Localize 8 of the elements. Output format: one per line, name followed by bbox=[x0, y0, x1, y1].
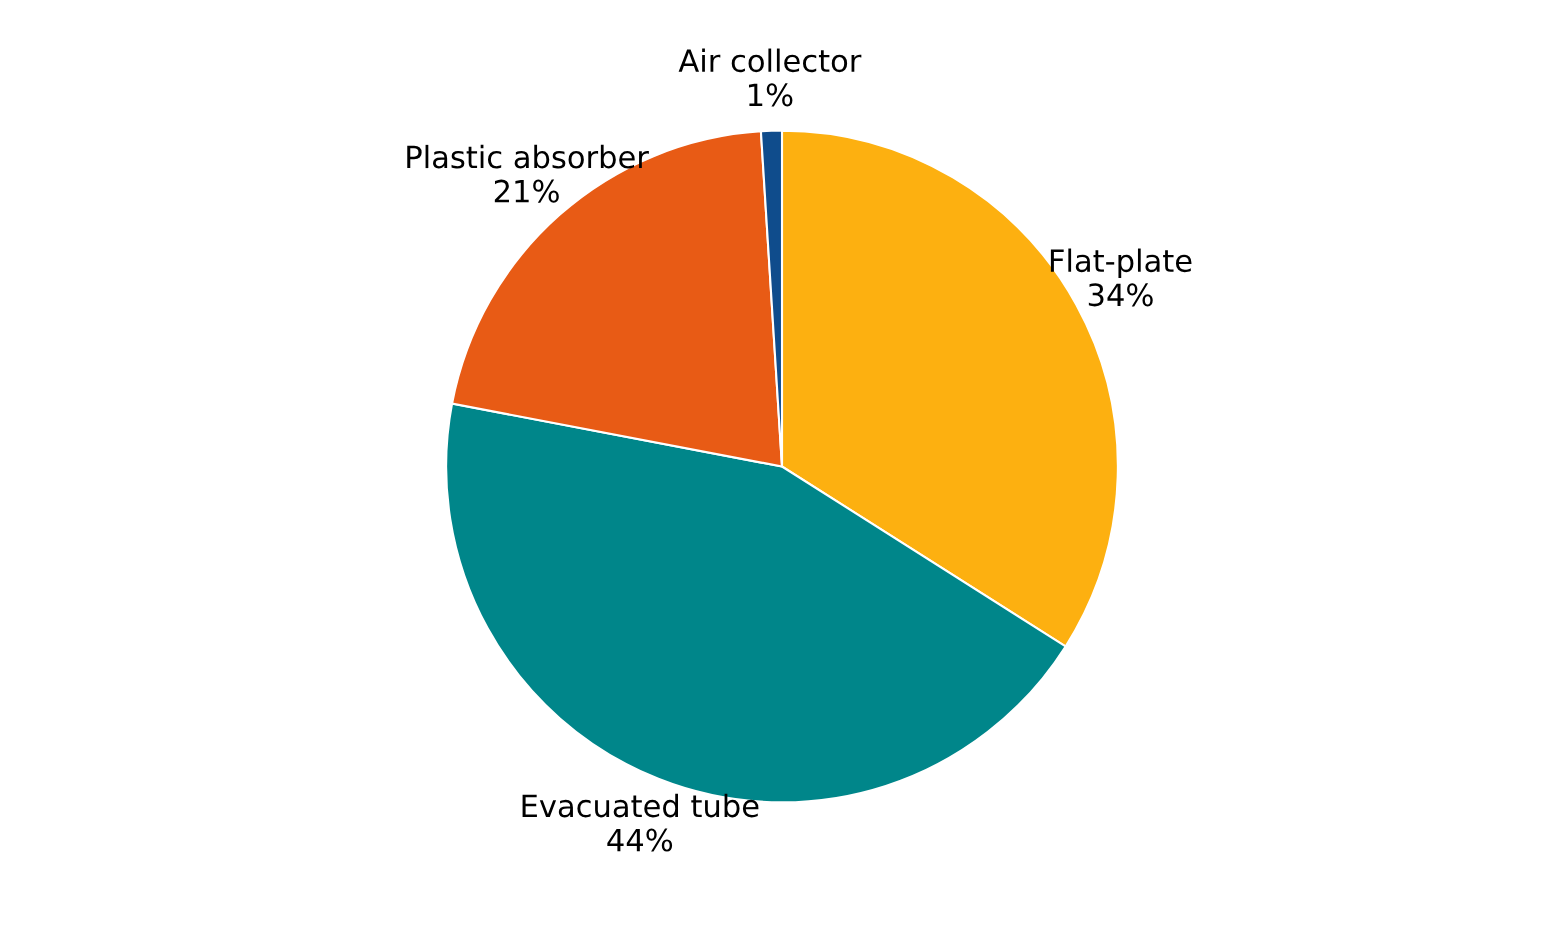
slice-label: Air collector bbox=[678, 48, 862, 73]
data-label: 44% bbox=[607, 828, 673, 852]
slice-label: Evacuated tube bbox=[522, 793, 759, 818]
data-label: 1% bbox=[748, 83, 793, 107]
slice-label: Flat-plate bbox=[1050, 248, 1192, 279]
data-label: 21% bbox=[494, 179, 559, 203]
slice-label: Plastic absorber bbox=[407, 144, 649, 169]
data-label: 34% bbox=[1088, 283, 1153, 307]
